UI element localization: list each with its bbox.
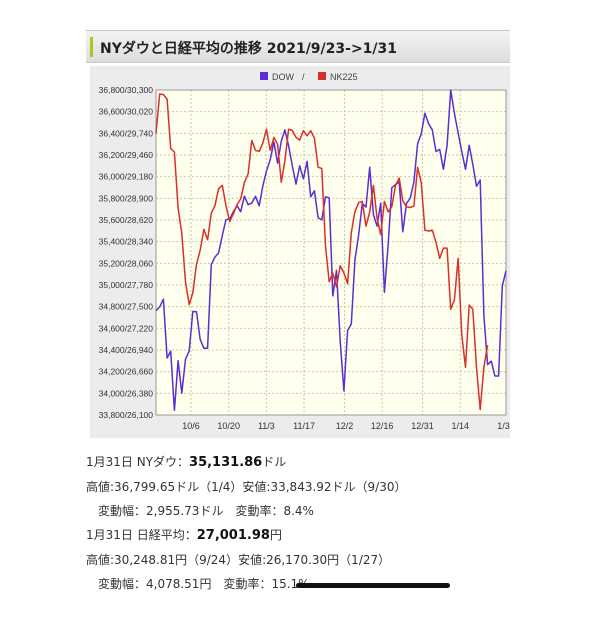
plot-border bbox=[155, 89, 507, 416]
line-chart: 36,800/30,300 36,600/30,020 36,400/29,740 3… bbox=[99, 72, 510, 431]
dow-latest-value: 35,131.86 bbox=[189, 455, 263, 470]
nk-latest-value: 27,001.98 bbox=[196, 528, 270, 543]
dow-date-label: 1月31日 NYダウ： bbox=[86, 455, 190, 469]
y-tick-label: 34,400/26,940 bbox=[99, 345, 154, 355]
x-tick-label: 12/16 bbox=[371, 421, 394, 431]
nk-latest-row: 1月31日 日経平均：27,001.98円 bbox=[86, 523, 510, 548]
series-line-dow bbox=[155, 89, 507, 412]
series-line-nk225 bbox=[155, 93, 489, 411]
legend-label-nk225: NK225 bbox=[330, 72, 358, 82]
x-tick-label: 12/2 bbox=[336, 421, 354, 431]
y-tick-label: 35,000/27,780 bbox=[99, 280, 154, 290]
legend-label-dow: DOW bbox=[272, 72, 295, 82]
y-tick-label: 36,200/29,460 bbox=[99, 150, 154, 160]
nk-change-row: 変動幅：4,078.51円 変動率：15.1% bbox=[98, 577, 310, 591]
x-tick-label: 10/6 bbox=[182, 421, 200, 431]
y-tick-label: 35,200/28,060 bbox=[99, 258, 154, 268]
y-tick-label: 34,600/27,220 bbox=[99, 323, 154, 333]
y-tick-label: 36,600/30,020 bbox=[99, 107, 154, 117]
y-tick-label: 35,400/28,340 bbox=[99, 237, 154, 247]
price-summary: 1月31日 NYダウ：35,131.86ドル 高値:36,799.65ドル（1/… bbox=[86, 450, 510, 596]
dow-range-row: 高値:36,799.65ドル（1/4）安値:33,843.92ドル（9/30） bbox=[86, 480, 407, 494]
y-tick-label: 34,000/26,380 bbox=[99, 388, 154, 398]
legend-swatch-nk225 bbox=[318, 72, 326, 80]
y-tick-label: 36,800/30,300 bbox=[99, 85, 154, 95]
y-tick-label: 36,000/29,180 bbox=[99, 172, 154, 182]
y-tick-label: 33,800/26,100 bbox=[99, 410, 154, 420]
y-tick-label: 34,800/27,500 bbox=[99, 302, 154, 312]
header-accent-bar bbox=[90, 37, 93, 57]
legend-separator: / bbox=[302, 72, 305, 82]
nk-date-label: 1月31日 日経平均： bbox=[86, 528, 197, 542]
x-tick-label: 11/3 bbox=[258, 421, 275, 431]
x-tick-label: 1/14 bbox=[451, 421, 469, 431]
x-tick-label: 12/31 bbox=[411, 421, 434, 431]
y-tick-label: 36,400/29,740 bbox=[99, 128, 154, 138]
dow-latest-row: 1月31日 NYダウ：35,131.86ドル bbox=[86, 450, 510, 475]
y-tick-label: 34,200/26,660 bbox=[99, 367, 154, 377]
x-tick-label: 11/17 bbox=[293, 421, 315, 431]
chart-title: NYダウと日経平均の推移 2021/9/23->1/31 bbox=[100, 41, 398, 57]
dow-unit: ドル bbox=[262, 455, 287, 469]
y-tick-label: 35,800/28,900 bbox=[99, 193, 154, 203]
x-tick-label: 10/20 bbox=[217, 421, 240, 431]
nk-range-row: 高値:30,248.81円（9/24）安値:26,170.30円（1/27） bbox=[86, 553, 391, 567]
y-tick-label: 35,600/28,620 bbox=[99, 215, 154, 225]
dow-change-row: 変動幅：2,955.73ドル 変動率：8.4% bbox=[98, 504, 314, 518]
chart-header: NYダウと日経平均の推移 2021/9/23->1/31 bbox=[86, 30, 510, 63]
home-indicator[interactable] bbox=[296, 583, 450, 588]
legend-swatch-dow bbox=[260, 72, 268, 80]
nk-unit: 円 bbox=[269, 528, 282, 542]
x-tick-label: 1/31 bbox=[497, 421, 510, 431]
